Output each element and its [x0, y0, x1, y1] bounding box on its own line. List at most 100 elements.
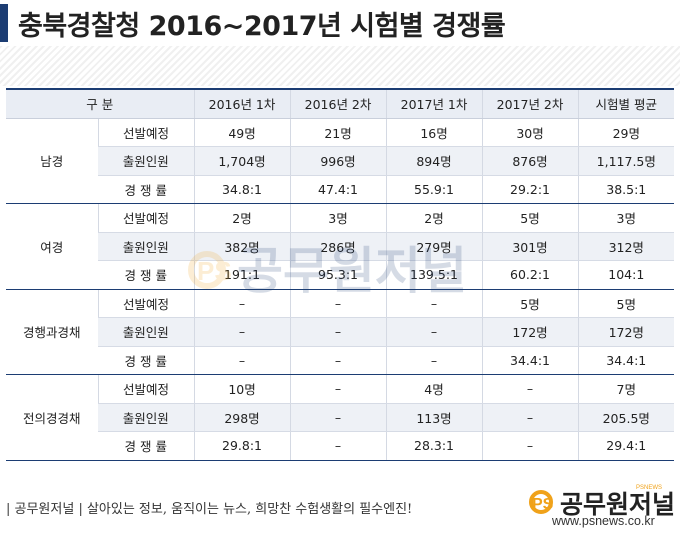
metric-label: 출원인원	[98, 232, 195, 261]
metric-label: 출원인원	[98, 146, 195, 176]
footer-logo-mark-icon	[529, 490, 553, 514]
metric-label: 경 쟁 률	[98, 175, 195, 204]
footer-url: www.psnews.co.kr	[552, 514, 655, 528]
footer-logo-small: PSNEWS	[636, 485, 662, 491]
metric-label: 출원인원	[98, 403, 195, 432]
table-cell: –	[289, 374, 387, 404]
table-cell: 29명	[577, 118, 675, 147]
header-2016-2: 2016년 2차	[289, 88, 387, 119]
table-cell: –	[481, 374, 579, 404]
table-row: 출원인원 – – –172명 172명	[6, 317, 675, 347]
table-cell: 113명	[385, 403, 483, 432]
header-2017-2: 2017년 2차	[481, 88, 579, 119]
table-cell: 301명	[481, 232, 579, 261]
metric-label: 선발예정	[97, 203, 195, 233]
table-cell: 29.2:1	[481, 175, 579, 204]
group-label: 남경	[6, 118, 98, 204]
table-row: 전의경경채 선발예정 10명 –4명 –7명	[6, 374, 675, 461]
page-title: 충북경찰청 2016~2017년 시험별 경쟁률	[18, 11, 506, 42]
table-cell: 60.2:1	[481, 260, 579, 290]
table-cell: –	[193, 289, 291, 318]
footer-logo-text: 공무원저널	[560, 490, 675, 519]
table-header-row: 구 분 2016년 1차 2016년 2차 2017년 1차 2017년 2차 …	[6, 88, 675, 119]
table-cell: 34.8:1	[193, 175, 291, 204]
competition-rate-table: 구 분 2016년 1차 2016년 2차 2017년 1차 2017년 2차 …	[6, 88, 675, 461]
table-cell: 29.4:1	[577, 431, 675, 461]
table-cell: 34.4:1	[577, 346, 675, 375]
table-cell: 55.9:1	[385, 175, 483, 204]
table-cell: 172명	[481, 317, 579, 347]
table-cell: 298명	[193, 403, 291, 432]
table-cell: 1,704명	[193, 146, 291, 176]
metric-label: 선발예정	[97, 374, 195, 404]
table-cell: 191:1	[193, 260, 291, 290]
table-cell: 1,117.5명	[577, 146, 675, 176]
metric-label: 선발예정	[97, 289, 195, 318]
metric-label: 경 쟁 률	[98, 260, 195, 290]
hatch-band	[0, 46, 680, 86]
table-row: 경 쟁 률 191:1 95.3:1 139.5:1 60.2:1 104:1	[6, 260, 675, 290]
table-cell: 30명	[481, 118, 579, 147]
table-cell: 47.4:1	[289, 175, 387, 204]
table-cell: 10명	[193, 374, 291, 404]
table-cell: –	[289, 431, 387, 461]
metric-label: 출원인원	[98, 317, 195, 347]
table-cell: 172명	[577, 317, 675, 347]
table-cell: 7명	[577, 374, 675, 404]
footer-logo: PS PSNEWS 공무원저널	[529, 485, 675, 519]
metric-label: 경 쟁 률	[98, 346, 195, 375]
footer-logo-mark: PS	[532, 496, 554, 513]
table-row: 출원인원 298명 –113명 –205.5명	[6, 403, 675, 432]
table-cell: 2명	[193, 203, 291, 233]
table-cell: 876명	[481, 146, 579, 176]
table-cell: 894명	[385, 146, 483, 176]
table-row: 경 쟁 률 34.8:1 47.4:1 55.9:1 29.2:1 38.5:1	[6, 175, 675, 204]
table-cell: 286명	[289, 232, 387, 261]
table-cell: –	[385, 346, 483, 375]
table-cell: –	[193, 346, 291, 375]
table-row: 경 쟁 률 – – –34.4:1 34.4:1	[6, 346, 675, 375]
table-cell: –	[385, 317, 483, 347]
table-row: 여경 선발예정 2명 3명 2명 5명 3명	[6, 203, 675, 290]
table-row: 경행과경채 선발예정 – – –5명 5명	[6, 289, 675, 375]
table-cell: 104:1	[577, 260, 675, 290]
title-bar: 충북경찰청 2016~2017년 시험별 경쟁률	[0, 0, 680, 44]
metric-label: 경 쟁 률	[98, 431, 195, 461]
table-cell: 5명	[577, 289, 675, 318]
table-cell: 28.3:1	[385, 431, 483, 461]
table-cell: 2명	[385, 203, 483, 233]
metric-label: 선발예정	[97, 118, 195, 147]
table-body: 남경 선발예정 49명 21명 16명 30명 29명 출원인원 1,704명 996명 894명 8…	[6, 118, 675, 461]
table-cell: –	[289, 403, 387, 432]
table-cell: 34.4:1	[481, 346, 579, 375]
table-cell: 139.5:1	[385, 260, 483, 290]
table-cell: 312명	[577, 232, 675, 261]
table-cell: 3명	[577, 203, 675, 233]
table-cell: 996명	[289, 146, 387, 176]
table-cell: 3명	[289, 203, 387, 233]
table-row: 경 쟁 률 29.8:1–28.3:1–29.4:1	[6, 431, 675, 461]
header-category: 구 분	[6, 88, 195, 119]
table-cell: 21명	[289, 118, 387, 147]
table-row: 남경 선발예정 49명 21명 16명 30명 29명	[6, 118, 675, 204]
table-cell: 5명	[481, 289, 579, 318]
table-cell: –	[385, 289, 483, 318]
table-cell: 279명	[385, 232, 483, 261]
footer-slogan: | 공무원저널 | 살아있는 정보, 움직이는 뉴스, 희망찬 수험생활의 필수…	[6, 502, 413, 517]
group-label: 경행과경채	[6, 289, 98, 375]
table-cell: 205.5명	[577, 403, 675, 432]
table-cell: –	[289, 289, 387, 318]
footer: | 공무원저널 | 살아있는 정보, 움직이는 뉴스, 희망찬 수험생활의 필수…	[0, 478, 680, 548]
header-2016-1: 2016년 1차	[193, 88, 291, 119]
table-cell: –	[289, 346, 387, 375]
table-cell: –	[481, 431, 579, 461]
table-cell: –	[193, 317, 291, 347]
table-cell: 16명	[385, 118, 483, 147]
table-row: 출원인원 382명 286명 279명 301명 312명	[6, 232, 675, 261]
group-label: 여경	[6, 203, 98, 290]
table-cell: –	[481, 403, 579, 432]
table-cell: 4명	[385, 374, 483, 404]
header-average: 시험별 평균	[577, 88, 675, 119]
group-label: 전의경경채	[6, 374, 98, 461]
table-cell: 5명	[481, 203, 579, 233]
